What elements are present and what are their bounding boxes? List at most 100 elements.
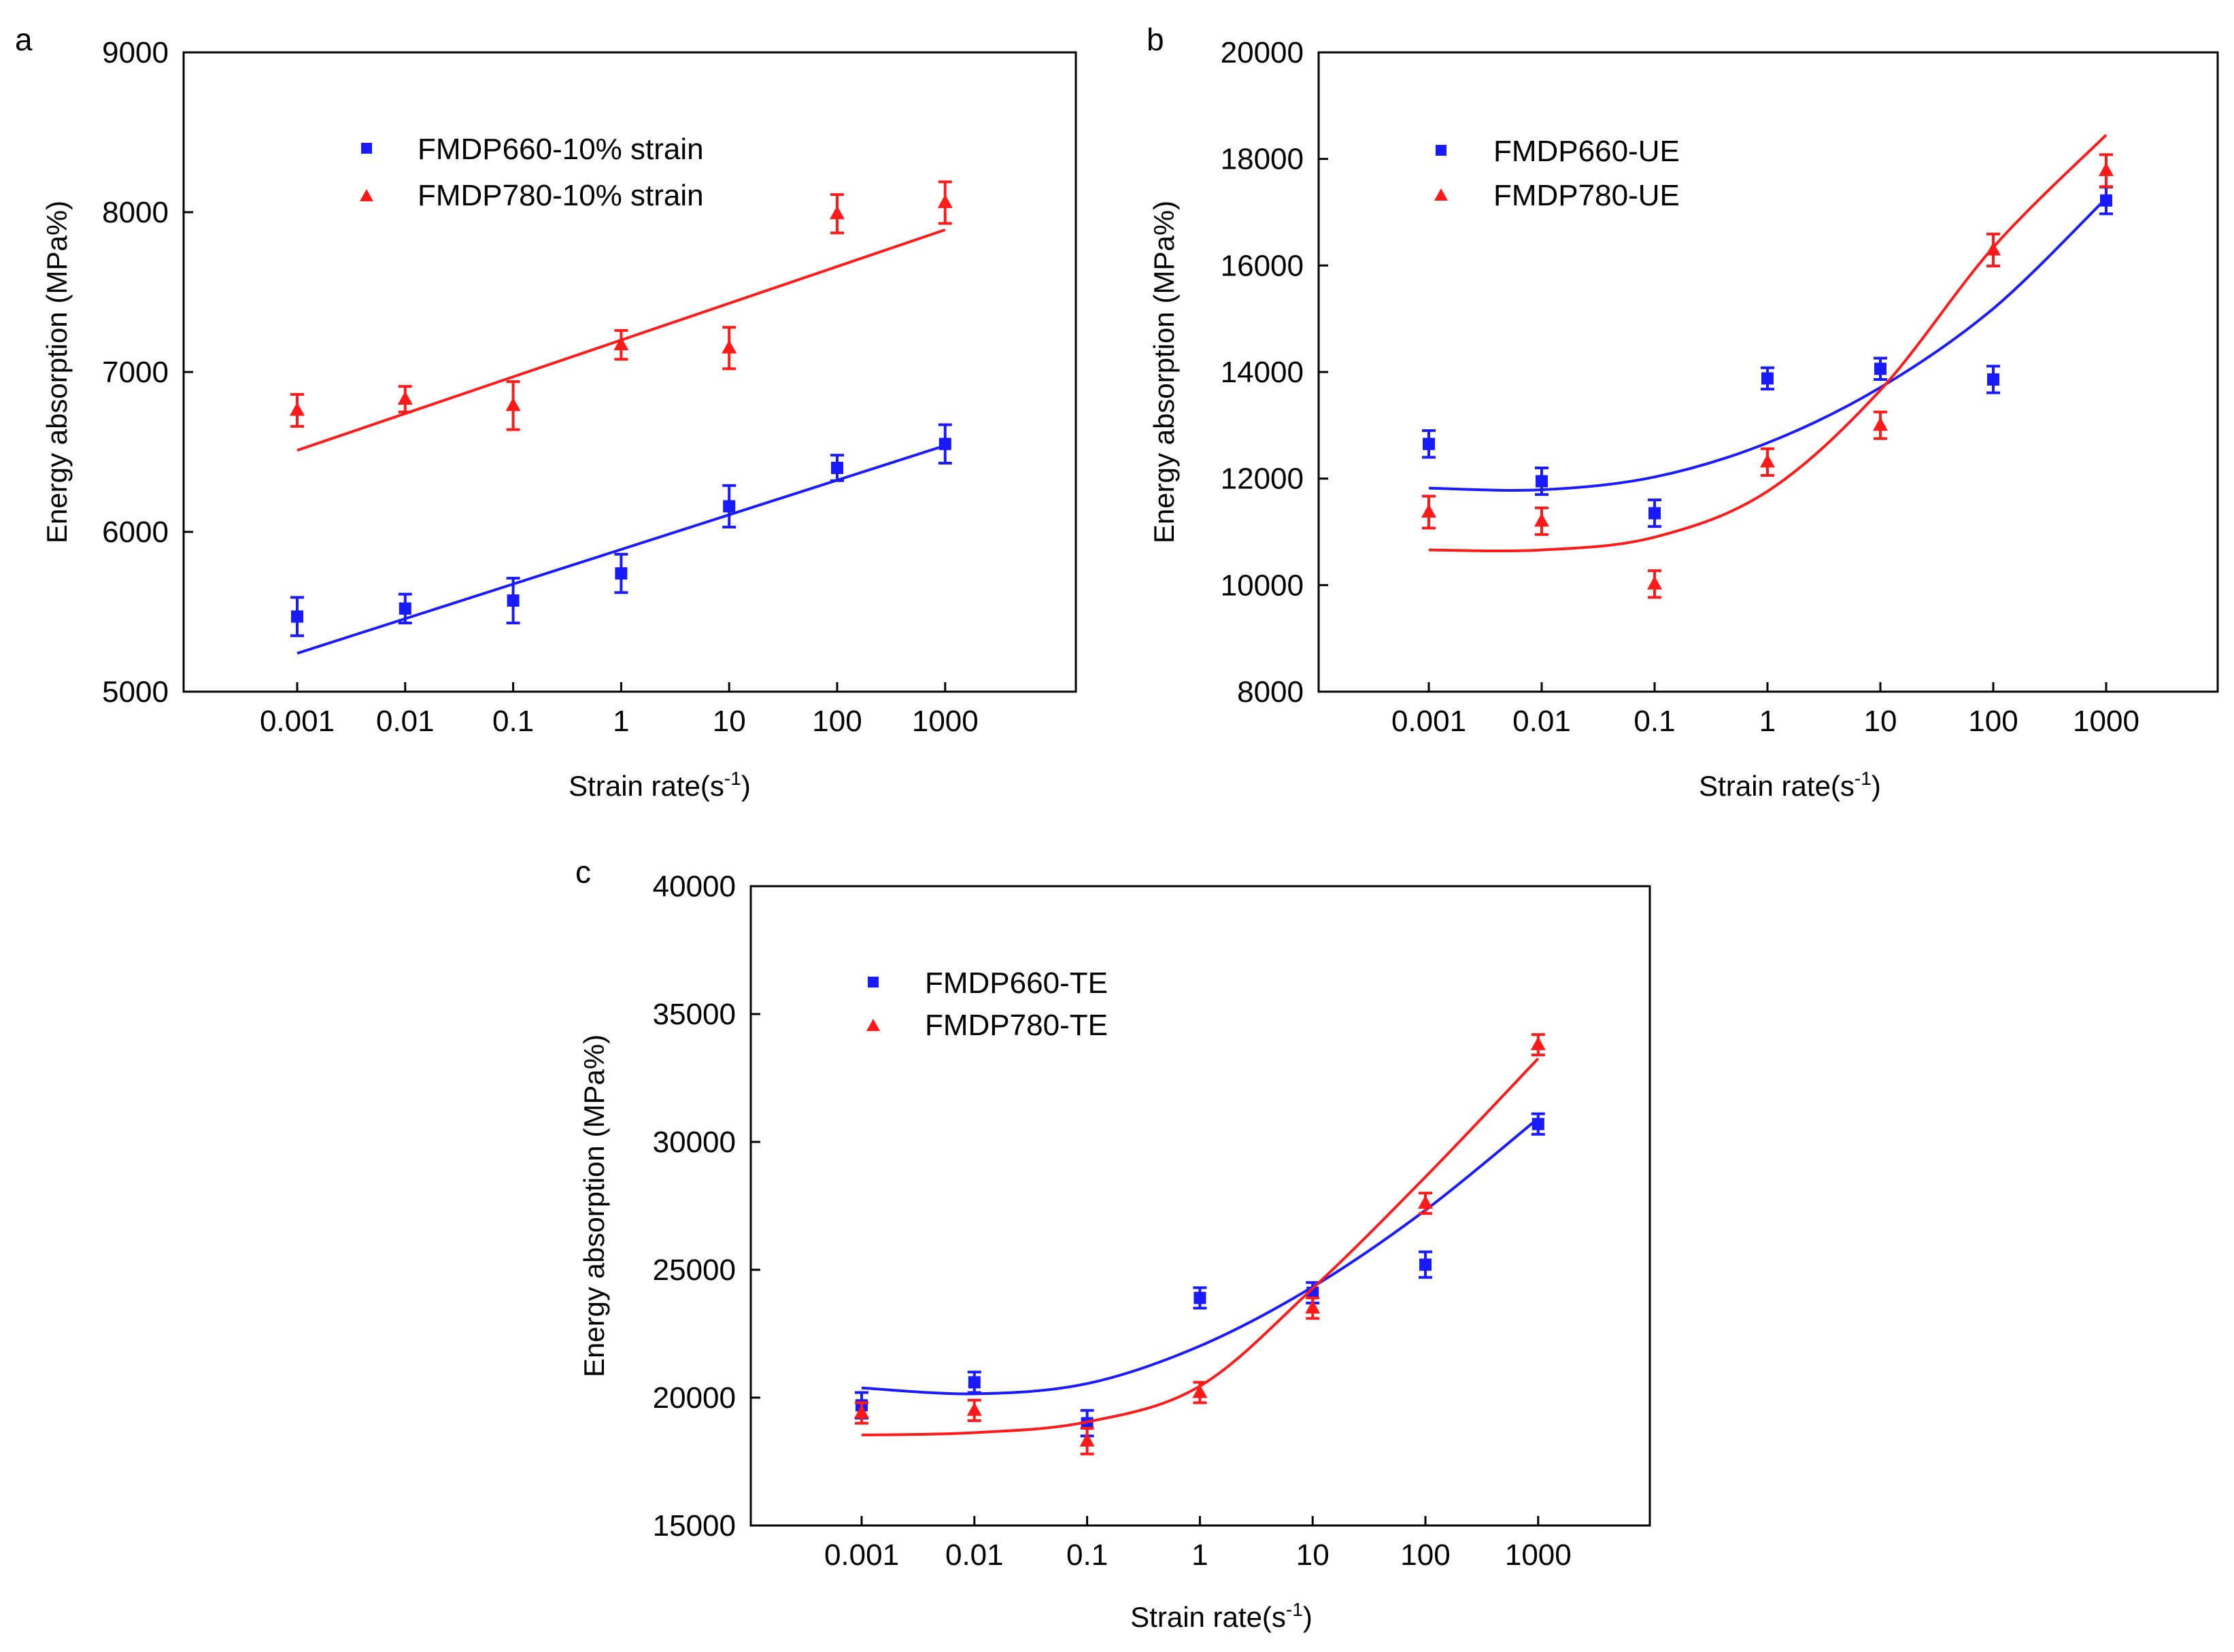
x-tick-label-c: 1 bbox=[1191, 1538, 1208, 1572]
x-axis-label-a: Strain rate(s-1) bbox=[569, 768, 751, 802]
y-axis-label-a: Energy absorption (MPa%) bbox=[41, 201, 73, 543]
marker-square-fmdp660-c bbox=[1419, 1258, 1432, 1271]
x-tick-label-b: 1 bbox=[1759, 705, 1776, 738]
data-point-fmdp780-a bbox=[290, 392, 305, 428]
data-point-fmdp660-b bbox=[1761, 366, 1774, 391]
x-tick-label-c: 0.01 bbox=[945, 1538, 1004, 1572]
data-point-fmdp780-c bbox=[966, 1398, 982, 1422]
legend-marker-fmdp780-c bbox=[866, 1019, 880, 1031]
data-point-fmdp660-c bbox=[1419, 1250, 1432, 1279]
legend-c: FMDP660-TE FMDP780-TE bbox=[866, 966, 1108, 1042]
marker-triangle-fmdp780-b bbox=[1760, 454, 1775, 468]
marker-triangle-fmdp780-a bbox=[722, 339, 737, 354]
x-tick-label-a: 10 bbox=[713, 705, 746, 738]
marker-triangle-fmdp780-b bbox=[1986, 241, 2001, 256]
marker-triangle-fmdp780-a bbox=[937, 194, 953, 208]
data-point-fmdp780-c bbox=[1418, 1192, 1433, 1215]
y-tick-label-a: 9000 bbox=[102, 36, 169, 69]
marker-triangle-fmdp780-a bbox=[505, 397, 521, 411]
data-point-fmdp780-a bbox=[613, 328, 629, 361]
x-tick-label-b: 0.01 bbox=[1512, 705, 1571, 738]
y-tick-label-b: 18000 bbox=[1221, 143, 1304, 176]
marker-square-fmdp660-a bbox=[615, 567, 628, 580]
marker-square-fmdp660-a bbox=[291, 610, 303, 623]
data-point-fmdp780-b bbox=[1534, 506, 1549, 536]
panel-label-b: b bbox=[1147, 22, 1164, 57]
marker-triangle-fmdp780-c bbox=[1079, 1432, 1095, 1447]
panel-c: c 15000 20000 25000 30000 35000 40000 0.001 0.0… bbox=[575, 854, 1651, 1633]
y-tick-label-b: 8000 bbox=[1237, 675, 1304, 709]
marker-triangle-fmdp780-a bbox=[613, 337, 629, 351]
x-tick-label-c: 1000 bbox=[1505, 1538, 1572, 1572]
legend-label-fmdp780-b: FMDP780-UE bbox=[1493, 179, 1680, 212]
fit-curve-fmdp660-c bbox=[861, 1117, 1540, 1396]
data-point-fmdp780-c bbox=[1192, 1381, 1208, 1404]
panel-b: b 8000 10000 12000 14000 16000 18000 20000 0.00… bbox=[1147, 22, 2219, 802]
y-axis-label-b: Energy absorption (MPa%) bbox=[1148, 201, 1180, 543]
x-axis-label-c: Strain rate(s-1) bbox=[1130, 1599, 1313, 1633]
data-point-fmdp780-c bbox=[1530, 1033, 1546, 1057]
legend-marker-fmdp780-a bbox=[360, 189, 373, 201]
data-point-fmdp660-a bbox=[722, 484, 737, 528]
legend-marker-fmdp660-c bbox=[868, 977, 879, 988]
marker-square-fmdp660-c bbox=[968, 1376, 981, 1389]
marker-square-fmdp660-b bbox=[1874, 363, 1886, 375]
data-point-fmdp660-b bbox=[1986, 365, 2000, 394]
y-tick-label-b: 16000 bbox=[1221, 249, 1304, 282]
x-tick-label-a: 1 bbox=[613, 705, 629, 738]
marker-triangle-fmdp780-c bbox=[854, 1404, 869, 1419]
data-point-fmdp780-a bbox=[397, 385, 413, 414]
marker-square-fmdp660-a bbox=[399, 602, 411, 615]
data-point-fmdp780-c bbox=[1079, 1427, 1095, 1455]
marker-triangle-fmdp780-b bbox=[1647, 575, 1662, 590]
legend-label-fmdp780-c: FMDP780-TE bbox=[925, 1009, 1108, 1042]
marker-square-fmdp660-b bbox=[1536, 475, 1548, 488]
panel-label-c: c bbox=[575, 854, 591, 890]
data-point-fmdp780-b bbox=[1647, 569, 1662, 599]
data-point-fmdp780-a bbox=[722, 326, 737, 371]
marker-triangle-fmdp780-b bbox=[2099, 162, 2114, 176]
y-tick-label-c: 30000 bbox=[653, 1126, 736, 1159]
x-tick-label-a: 0.001 bbox=[260, 705, 335, 738]
data-point-fmdp660-c bbox=[967, 1370, 981, 1394]
marker-square-fmdp660-c bbox=[1531, 1117, 1544, 1130]
data-point-fmdp660-a bbox=[398, 592, 412, 624]
x-axis-label-b: Strain rate(s-1) bbox=[1699, 768, 1881, 802]
x-tick-label-b: 100 bbox=[1968, 705, 2018, 738]
panel-a: a 5000 6000 7000 8000 9000 0.001 0.01 0.1 1 10 100… bbox=[15, 22, 1077, 802]
fit-line-fmdp660-a bbox=[297, 444, 946, 655]
legend-label-fmdp780-a: FMDP780-10% strain bbox=[418, 179, 704, 212]
data-point-fmdp780-b bbox=[1986, 233, 2001, 268]
y-tick-label-a: 6000 bbox=[102, 516, 169, 549]
data-point-fmdp660-a bbox=[506, 577, 520, 624]
marker-triangle-fmdp780-b bbox=[1873, 417, 1888, 431]
data-point-fmdp660-a bbox=[938, 423, 952, 465]
marker-square-fmdp660-b bbox=[1761, 372, 1774, 385]
marker-square-fmdp660-b bbox=[1423, 437, 1435, 450]
x-tick-label-a: 0.01 bbox=[376, 705, 435, 738]
data-point-fmdp780-a bbox=[937, 180, 953, 225]
data-point-fmdp660-a bbox=[614, 552, 628, 594]
data-point-fmdp660-b bbox=[1422, 429, 1436, 459]
y-tick-label-a: 7000 bbox=[102, 356, 169, 389]
data-point-fmdp660-b bbox=[1874, 356, 1887, 381]
data-point-fmdp780-b bbox=[1421, 494, 1436, 530]
x-tick-label-c: 0.1 bbox=[1066, 1538, 1108, 1572]
x-tick-label-a: 100 bbox=[812, 705, 862, 738]
data-point-fmdp780-c bbox=[1305, 1296, 1321, 1320]
marker-triangle-fmdp780-c bbox=[1418, 1195, 1433, 1209]
x-tick-label-a: 1000 bbox=[912, 705, 979, 738]
data-point-fmdp660-c bbox=[1531, 1112, 1545, 1136]
fit-curve-fmdp780-b bbox=[1428, 133, 2108, 553]
x-tick-label-a: 0.1 bbox=[492, 705, 534, 738]
y-tick-label-b: 14000 bbox=[1221, 356, 1304, 389]
legend-marker-fmdp660-a bbox=[361, 143, 372, 154]
panel-label-a: a bbox=[15, 22, 33, 57]
marker-triangle-fmdp780-b bbox=[1421, 504, 1436, 518]
data-point-fmdp660-c bbox=[1193, 1286, 1207, 1310]
data-point-fmdp660-b bbox=[1648, 499, 1661, 528]
legend-marker-fmdp780-b bbox=[1434, 188, 1448, 201]
marker-triangle-fmdp780-c bbox=[1305, 1300, 1321, 1314]
x-tick-label-c: 100 bbox=[1400, 1538, 1450, 1572]
data-point-fmdp660-b bbox=[1535, 467, 1548, 496]
